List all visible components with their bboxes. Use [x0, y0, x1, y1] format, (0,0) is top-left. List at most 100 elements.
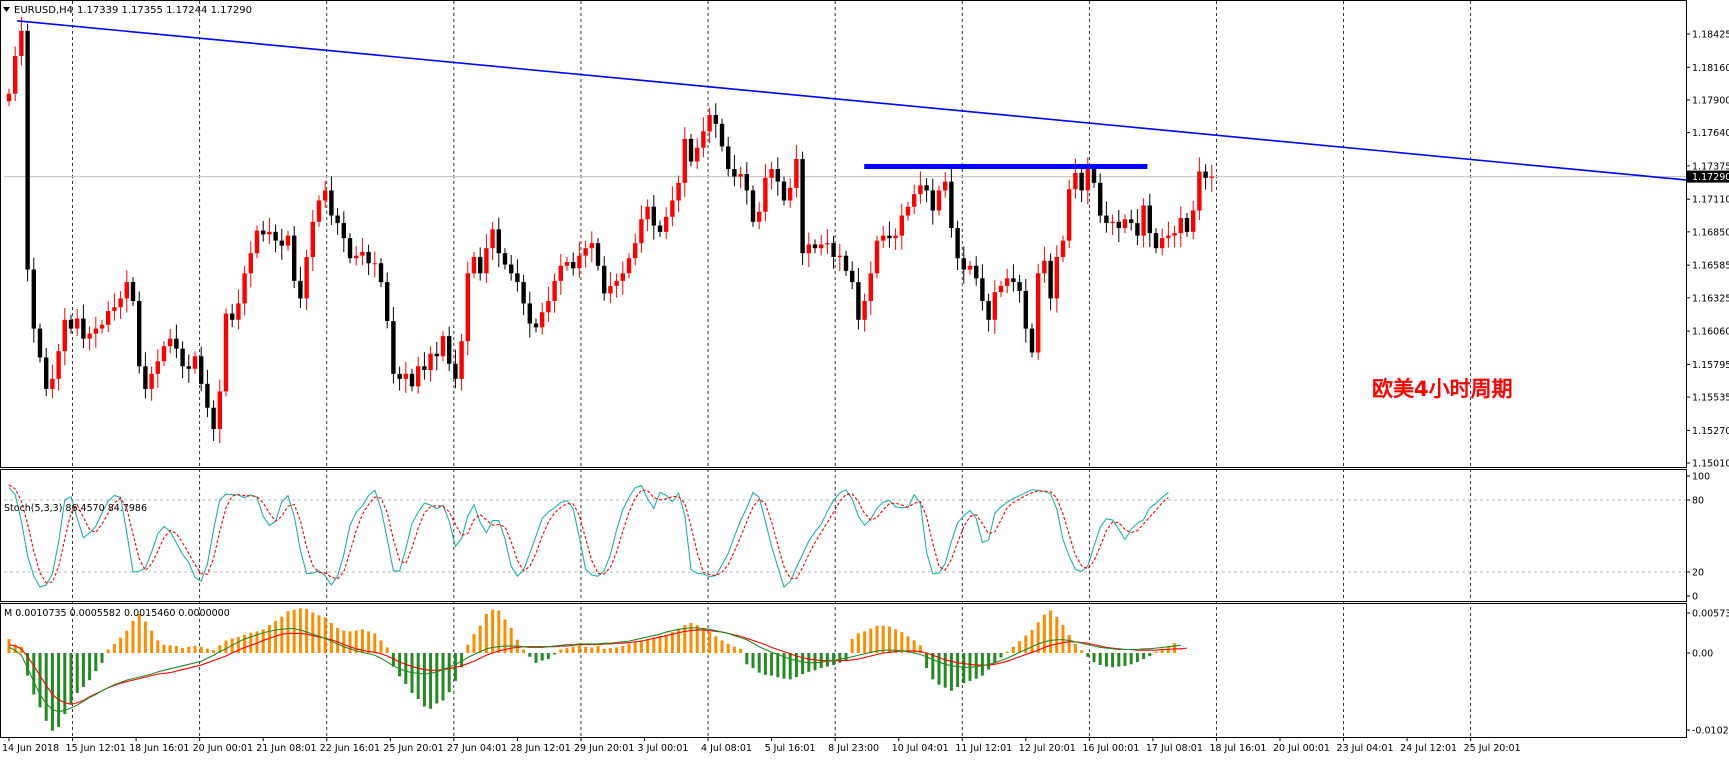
time-label: 27 Jun 04:01 [447, 743, 507, 754]
symbol-label: EURUSD,H4 [14, 5, 73, 16]
candle-body [893, 235, 898, 239]
candle-body [1054, 256, 1059, 299]
candle-body [347, 238, 353, 259]
price-tick-label: 1.15010 [1692, 459, 1729, 470]
candle-body [199, 356, 204, 384]
candle-body [930, 190, 935, 211]
candle-body [1166, 235, 1171, 239]
time-label: 15 Jun 12:01 [66, 743, 126, 754]
time-label: 4 Jul 08:01 [701, 743, 752, 754]
candle-body [161, 346, 167, 362]
candle-body [211, 407, 216, 430]
stoch-signal-line [8, 484, 1169, 584]
candle-body [118, 298, 123, 308]
candle-body [1203, 171, 1208, 178]
candle-body [124, 282, 129, 299]
candle-body [812, 244, 818, 249]
candle-body [459, 341, 464, 379]
macd-main-line [8, 627, 1181, 713]
candle-body [763, 177, 768, 212]
candle-body [385, 282, 390, 322]
candle-body [800, 158, 805, 254]
candle-body [1178, 218, 1183, 234]
candles [6, 16, 1214, 444]
candle-body [1141, 205, 1146, 236]
candle-body [850, 270, 855, 283]
candle-body [484, 248, 489, 274]
candle-body [422, 366, 427, 371]
time-label: 16 Jul 00:01 [1082, 743, 1139, 754]
candle-body [1011, 278, 1016, 283]
candle-body [416, 366, 421, 387]
drawings[interactable] [17, 20, 1687, 181]
candle-body [1091, 169, 1097, 183]
candle-body [533, 323, 539, 328]
candle-body [856, 282, 861, 320]
candle-body [329, 190, 334, 216]
time-axis: 14 Jun 2018 15 Jun 12:01 18 Jun 16:01 20 Ju… [2, 737, 1521, 754]
price-tick-label: 1.16585 [1692, 261, 1729, 272]
candle-body [695, 147, 700, 162]
stoch-main-line [8, 484, 1169, 588]
candle-body [447, 336, 452, 364]
candle-body [62, 319, 67, 352]
candle-body [180, 348, 185, 367]
candle-body [670, 200, 675, 217]
candle-body [843, 255, 849, 271]
candle-body [360, 251, 365, 256]
stoch-level-label: 0 [1692, 592, 1698, 603]
candle-body [905, 206, 911, 216]
candle-body [75, 318, 80, 329]
candle-body [992, 292, 997, 320]
candle-body [831, 243, 836, 257]
candle-body [998, 285, 1004, 293]
candle-body [68, 319, 74, 329]
candle-body [465, 273, 470, 342]
candle-body [713, 115, 718, 124]
candle-body [1197, 171, 1202, 211]
candle-body [496, 229, 501, 254]
candle-body [130, 282, 136, 301]
stoch-level-label: 80 [1692, 496, 1704, 507]
candle-body [912, 194, 917, 207]
macd-panel-frame [0, 603, 1687, 738]
candle-body [1029, 328, 1035, 353]
candle-body [1209, 176, 1214, 178]
candle-body [335, 215, 340, 224]
candle-body [1104, 215, 1109, 224]
time-label: 5 Jul 16:01 [765, 743, 816, 754]
price-tick-label: 1.15795 [1692, 360, 1729, 371]
current-price-box [1687, 170, 1729, 183]
candle-body [471, 256, 477, 274]
candle-body [354, 255, 359, 259]
stoch-level-label: 20 [1692, 568, 1704, 579]
candle-body [81, 318, 86, 339]
candle-body [112, 307, 117, 311]
time-label: 14 Jun 2018 [2, 743, 59, 754]
candle-body [1023, 290, 1028, 329]
price-tick-label: 1.17110 [1692, 195, 1729, 206]
candle-body [602, 265, 607, 294]
price-tick-label: 1.17900 [1692, 95, 1729, 106]
candle-body [955, 228, 960, 259]
candle-body [546, 300, 551, 313]
candle-body [236, 303, 241, 320]
time-label: 10 Jul 04:01 [892, 743, 949, 754]
time-label: 18 Jun 16:01 [129, 743, 189, 754]
candle-body [403, 373, 408, 379]
macd-axis-label: 0.005732 [1692, 609, 1729, 620]
vertical-grid [72, 1, 1472, 737]
candle-body [397, 373, 402, 379]
candle-body [608, 285, 613, 294]
time-label: 11 Jul 12:01 [955, 743, 1012, 754]
candle-body [31, 269, 36, 329]
time-label: 24 Jul 12:01 [1400, 743, 1457, 754]
macd-signal-line [8, 629, 1188, 705]
stochastic-panel: 100 80 20 0 [4, 472, 1710, 603]
candle-body [788, 187, 793, 201]
time-label: 25 Jun 20:01 [383, 743, 443, 754]
candle-body [6, 93, 12, 102]
candle-body [186, 366, 191, 369]
